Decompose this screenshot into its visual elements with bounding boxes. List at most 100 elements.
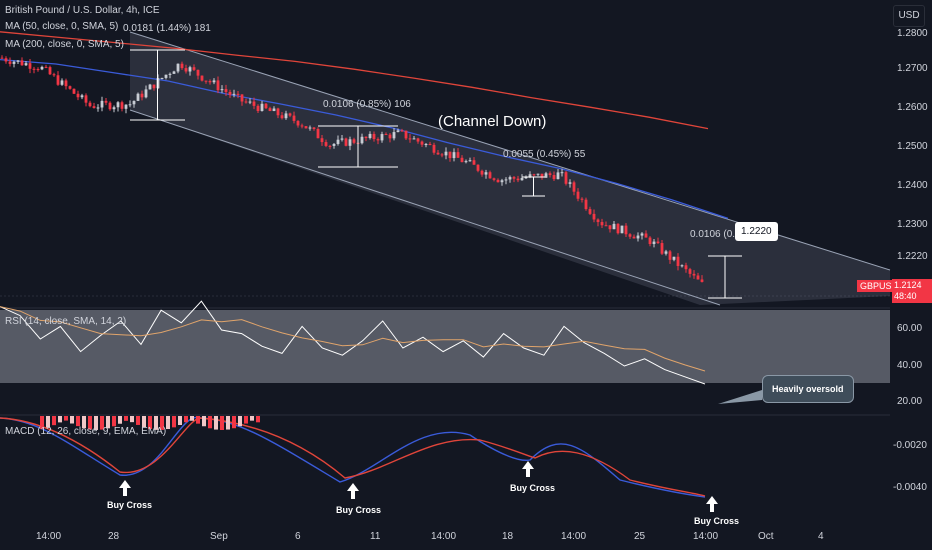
buy-cross-arrow-2 — [347, 483, 359, 491]
candle-body — [420, 141, 424, 145]
rsi-legend[interactable]: RSI (14, close, SMA, 14, 2) — [5, 316, 127, 327]
candle-body — [320, 138, 324, 143]
macd-histogram-bar — [178, 416, 182, 426]
candle-body — [128, 104, 132, 106]
candle-body — [388, 134, 392, 139]
macd-histogram-bar — [76, 416, 80, 427]
candle-body — [32, 68, 36, 70]
candle-body — [400, 130, 404, 132]
candle-body — [576, 191, 580, 199]
macd-tick-2: -0.0040 — [893, 482, 927, 493]
candle-body — [332, 143, 336, 146]
candle-body — [688, 269, 692, 274]
candle-body — [628, 234, 632, 237]
candle-body — [616, 223, 620, 234]
buy-cross-arrow-stem-1 — [123, 488, 127, 496]
candle-body — [592, 213, 596, 220]
signal-line — [0, 417, 706, 497]
candle-body — [552, 175, 556, 180]
price-tick-5: 1.2400 — [897, 180, 928, 191]
candle-body — [588, 209, 592, 214]
time-tick-1: 14:00 — [36, 531, 62, 542]
candle-body — [480, 170, 484, 175]
candle-body — [564, 172, 568, 184]
candle-body — [120, 102, 124, 109]
macd-histogram-bar — [214, 416, 218, 430]
candle-body — [196, 69, 200, 76]
candle-body — [368, 133, 372, 139]
candle-body — [472, 160, 476, 165]
candle-body — [100, 100, 104, 108]
candle-body — [172, 71, 176, 74]
candle-body — [416, 138, 420, 142]
candle-body — [632, 236, 636, 239]
buy-cross-arrow-stem-4 — [710, 504, 714, 512]
candle-body — [528, 174, 532, 178]
candle-body — [492, 178, 496, 180]
candle-body — [496, 179, 500, 183]
macd-histogram-bar — [82, 416, 86, 429]
candle-body — [544, 173, 548, 178]
channel-lower — [129, 109, 721, 306]
candle-body — [148, 84, 152, 90]
time-tick-5: 11 — [370, 531, 381, 542]
macd-histogram-bar — [190, 416, 194, 421]
macd-histogram-bar — [58, 416, 62, 423]
candle-body — [68, 86, 72, 89]
candle-body — [536, 173, 540, 175]
candle-body — [684, 265, 688, 270]
candle-body — [436, 152, 440, 155]
macd-histogram-bar — [238, 416, 242, 427]
price-tick-4: 1.2500 — [897, 141, 928, 152]
currency-button[interactable]: USD — [893, 5, 925, 27]
candle-body — [520, 177, 524, 181]
ma50-legend[interactable]: MA (50, close, 0, SMA, 5) — [5, 21, 119, 32]
candle-body — [248, 101, 252, 103]
candle-body — [568, 182, 572, 184]
macd-histogram-bar — [226, 416, 230, 430]
last-price-box: 1.2124 48:40 — [892, 279, 932, 303]
time-tick-10: 14:00 — [693, 531, 719, 542]
candle-body — [668, 251, 672, 260]
candle-body — [228, 91, 232, 95]
candle-body — [176, 63, 180, 72]
candle-body — [104, 100, 108, 103]
candle-body — [404, 130, 408, 139]
candle-body — [276, 108, 280, 116]
candle-body — [204, 80, 208, 82]
candle-body — [344, 138, 348, 146]
candle-body — [540, 173, 544, 178]
candle-body — [312, 127, 316, 130]
macd-histogram-bar — [52, 416, 56, 426]
candle-body — [48, 67, 52, 75]
macd-histogram-bar — [256, 416, 260, 423]
candle-body — [484, 172, 488, 175]
symbol-title: British Pound / U.S. Dollar, 4h, ICE — [5, 5, 160, 16]
macd-histogram-bar — [184, 416, 188, 423]
macd-legend[interactable]: MACD (12, 26, close, 9, EMA, EMA) — [5, 426, 167, 437]
candle-body — [208, 81, 212, 83]
candle-body — [584, 199, 588, 210]
price-tick-3: 1.2600 — [897, 102, 928, 113]
rsi-line — [0, 300, 706, 385]
candle-body — [464, 161, 468, 163]
candle-body — [256, 105, 260, 111]
macd-histogram-bar — [232, 416, 236, 429]
candle-body — [20, 60, 24, 66]
candle-body — [612, 223, 616, 230]
candle-body — [144, 89, 148, 98]
candle-body — [140, 93, 144, 98]
ma200-legend[interactable]: MA (200, close, 0, SMA, 5) — [5, 39, 124, 50]
price-tick-1: 1.2800 — [897, 28, 928, 39]
candle-body — [296, 120, 300, 126]
buy-cross-label-4: Buy Cross — [694, 516, 740, 526]
candle-body — [280, 115, 284, 119]
candle-body — [44, 66, 48, 68]
time-tick-2: 28 — [108, 531, 120, 542]
candle-body — [644, 233, 648, 238]
macd-histogram-bar — [100, 416, 104, 430]
candle-body — [448, 151, 452, 159]
macd-histogram-bar — [160, 416, 164, 430]
candle-body — [264, 103, 268, 109]
